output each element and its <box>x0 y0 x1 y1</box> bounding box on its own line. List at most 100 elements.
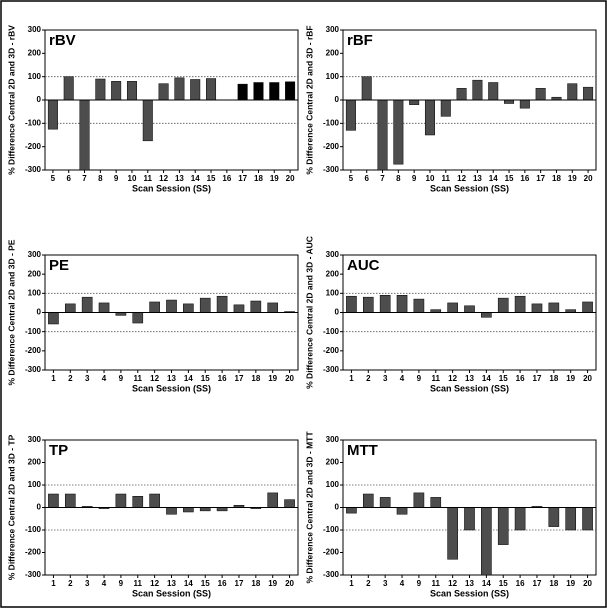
bar <box>237 83 248 101</box>
bar <box>158 83 169 101</box>
y-tick-label: 0 <box>335 308 340 317</box>
x-tick-label: 14 <box>482 579 491 588</box>
bar <box>514 295 526 313</box>
y-tick-label: -100 <box>323 525 340 534</box>
x-tick-label: 10 <box>128 174 137 183</box>
y-tick-label: -300 <box>323 570 340 579</box>
y-tick-label: 0 <box>335 95 340 104</box>
bar <box>345 99 356 131</box>
y-tick-label: -200 <box>323 548 340 557</box>
x-tick-label: 18 <box>251 374 260 383</box>
y-tick-label: 200 <box>326 458 340 467</box>
y-tick-label: -100 <box>25 118 42 127</box>
y-tick-label: -200 <box>25 548 42 557</box>
bar <box>126 81 137 101</box>
bar <box>183 507 194 513</box>
x-tick-label: 12 <box>150 374 159 383</box>
x-tick-label: 14 <box>191 174 200 183</box>
x-tick-label: 13 <box>465 374 474 383</box>
x-tick-label: 12 <box>457 174 466 183</box>
y-axis-label: % Difference Central 2D and 3D - PE <box>6 239 16 385</box>
bar <box>47 99 58 130</box>
x-tick-label: 12 <box>448 579 457 588</box>
bar <box>149 301 160 313</box>
bar <box>346 507 357 514</box>
x-tick-label: 19 <box>268 579 277 588</box>
x-tick-label: 11 <box>432 374 441 383</box>
y-tick-label: -300 <box>323 365 340 374</box>
y-tick-label: -200 <box>25 142 42 151</box>
x-tick-label: 9 <box>417 374 422 383</box>
x-tick-label: 19 <box>566 579 575 588</box>
x-tick-label: 16 <box>222 174 231 183</box>
x-tick-label: 11 <box>134 374 143 383</box>
bar <box>284 499 295 508</box>
y-tick-label: 100 <box>28 480 42 489</box>
bar <box>393 99 404 165</box>
x-tick-label: 19 <box>568 174 577 183</box>
y-tick-label: 300 <box>326 25 340 34</box>
bar <box>132 496 144 508</box>
x-tick-label: 13 <box>473 174 482 183</box>
bar <box>531 303 543 313</box>
x-tick-label: 14 <box>184 579 193 588</box>
bar <box>64 303 76 313</box>
bar <box>174 77 185 101</box>
x-tick-label: 9 <box>417 579 422 588</box>
x-tick-label: 2 <box>68 374 73 383</box>
x-tick-label: 15 <box>499 579 508 588</box>
y-axis-label: % Difference Central 2D and 3D - TP <box>6 434 16 580</box>
x-tick-label: 1 <box>51 374 56 383</box>
x-tick-label: 13 <box>167 579 176 588</box>
bar <box>481 507 492 576</box>
x-tick-label: 14 <box>482 374 491 383</box>
bar <box>447 507 458 560</box>
bar <box>396 295 408 313</box>
y-tick-label: 200 <box>326 48 340 57</box>
y-tick-label: 300 <box>28 435 42 444</box>
bar <box>582 301 593 313</box>
bar <box>132 312 144 324</box>
x-tick-label: 12 <box>448 374 457 383</box>
bar <box>440 99 451 117</box>
bar <box>519 99 530 109</box>
x-tick-label: 20 <box>583 579 592 588</box>
bar <box>514 507 526 531</box>
y-tick-label: 0 <box>37 503 42 512</box>
bar <box>464 507 475 531</box>
x-tick-label: 20 <box>285 374 294 383</box>
x-tick-label: 4 <box>102 374 107 383</box>
bar <box>111 81 122 101</box>
x-tick-label: 7 <box>82 174 87 183</box>
x-tick-label: 4 <box>400 579 405 588</box>
x-tick-label: 5 <box>349 174 354 183</box>
bar <box>481 312 492 318</box>
bar <box>233 304 245 313</box>
y-tick-label: 200 <box>28 269 42 278</box>
bar <box>166 299 177 313</box>
bar <box>497 297 509 313</box>
y-tick-label: 100 <box>28 72 42 81</box>
x-tick-label: 18 <box>549 374 558 383</box>
x-axis-label: Scan Session (SS) <box>132 183 211 193</box>
bar <box>79 99 90 171</box>
panel: -300 -200 -100 0 100 200 300 5 6 7 8 9 10 11 12 13 14 15 1… <box>6 25 299 193</box>
y-tick-label: 100 <box>326 72 340 81</box>
bar <box>456 88 467 101</box>
x-tick-label: 17 <box>536 174 545 183</box>
bar <box>142 99 153 142</box>
y-tick-label: 300 <box>28 25 42 34</box>
x-tick-label: 16 <box>520 174 529 183</box>
x-tick-label: 3 <box>85 374 90 383</box>
y-axis-label: % Difference Central 2D and 3D - rBF <box>304 25 314 174</box>
bar <box>362 296 374 313</box>
bar <box>361 76 372 101</box>
y-tick-label: 200 <box>28 48 42 57</box>
x-tick-label: 19 <box>566 374 575 383</box>
x-tick-label: 18 <box>549 579 558 588</box>
y-tick-label: -100 <box>323 118 340 127</box>
bar <box>253 82 264 101</box>
y-axis-label: % Difference Central 2D and 3D - AUC <box>304 236 314 389</box>
x-tick-label: 15 <box>201 374 210 383</box>
